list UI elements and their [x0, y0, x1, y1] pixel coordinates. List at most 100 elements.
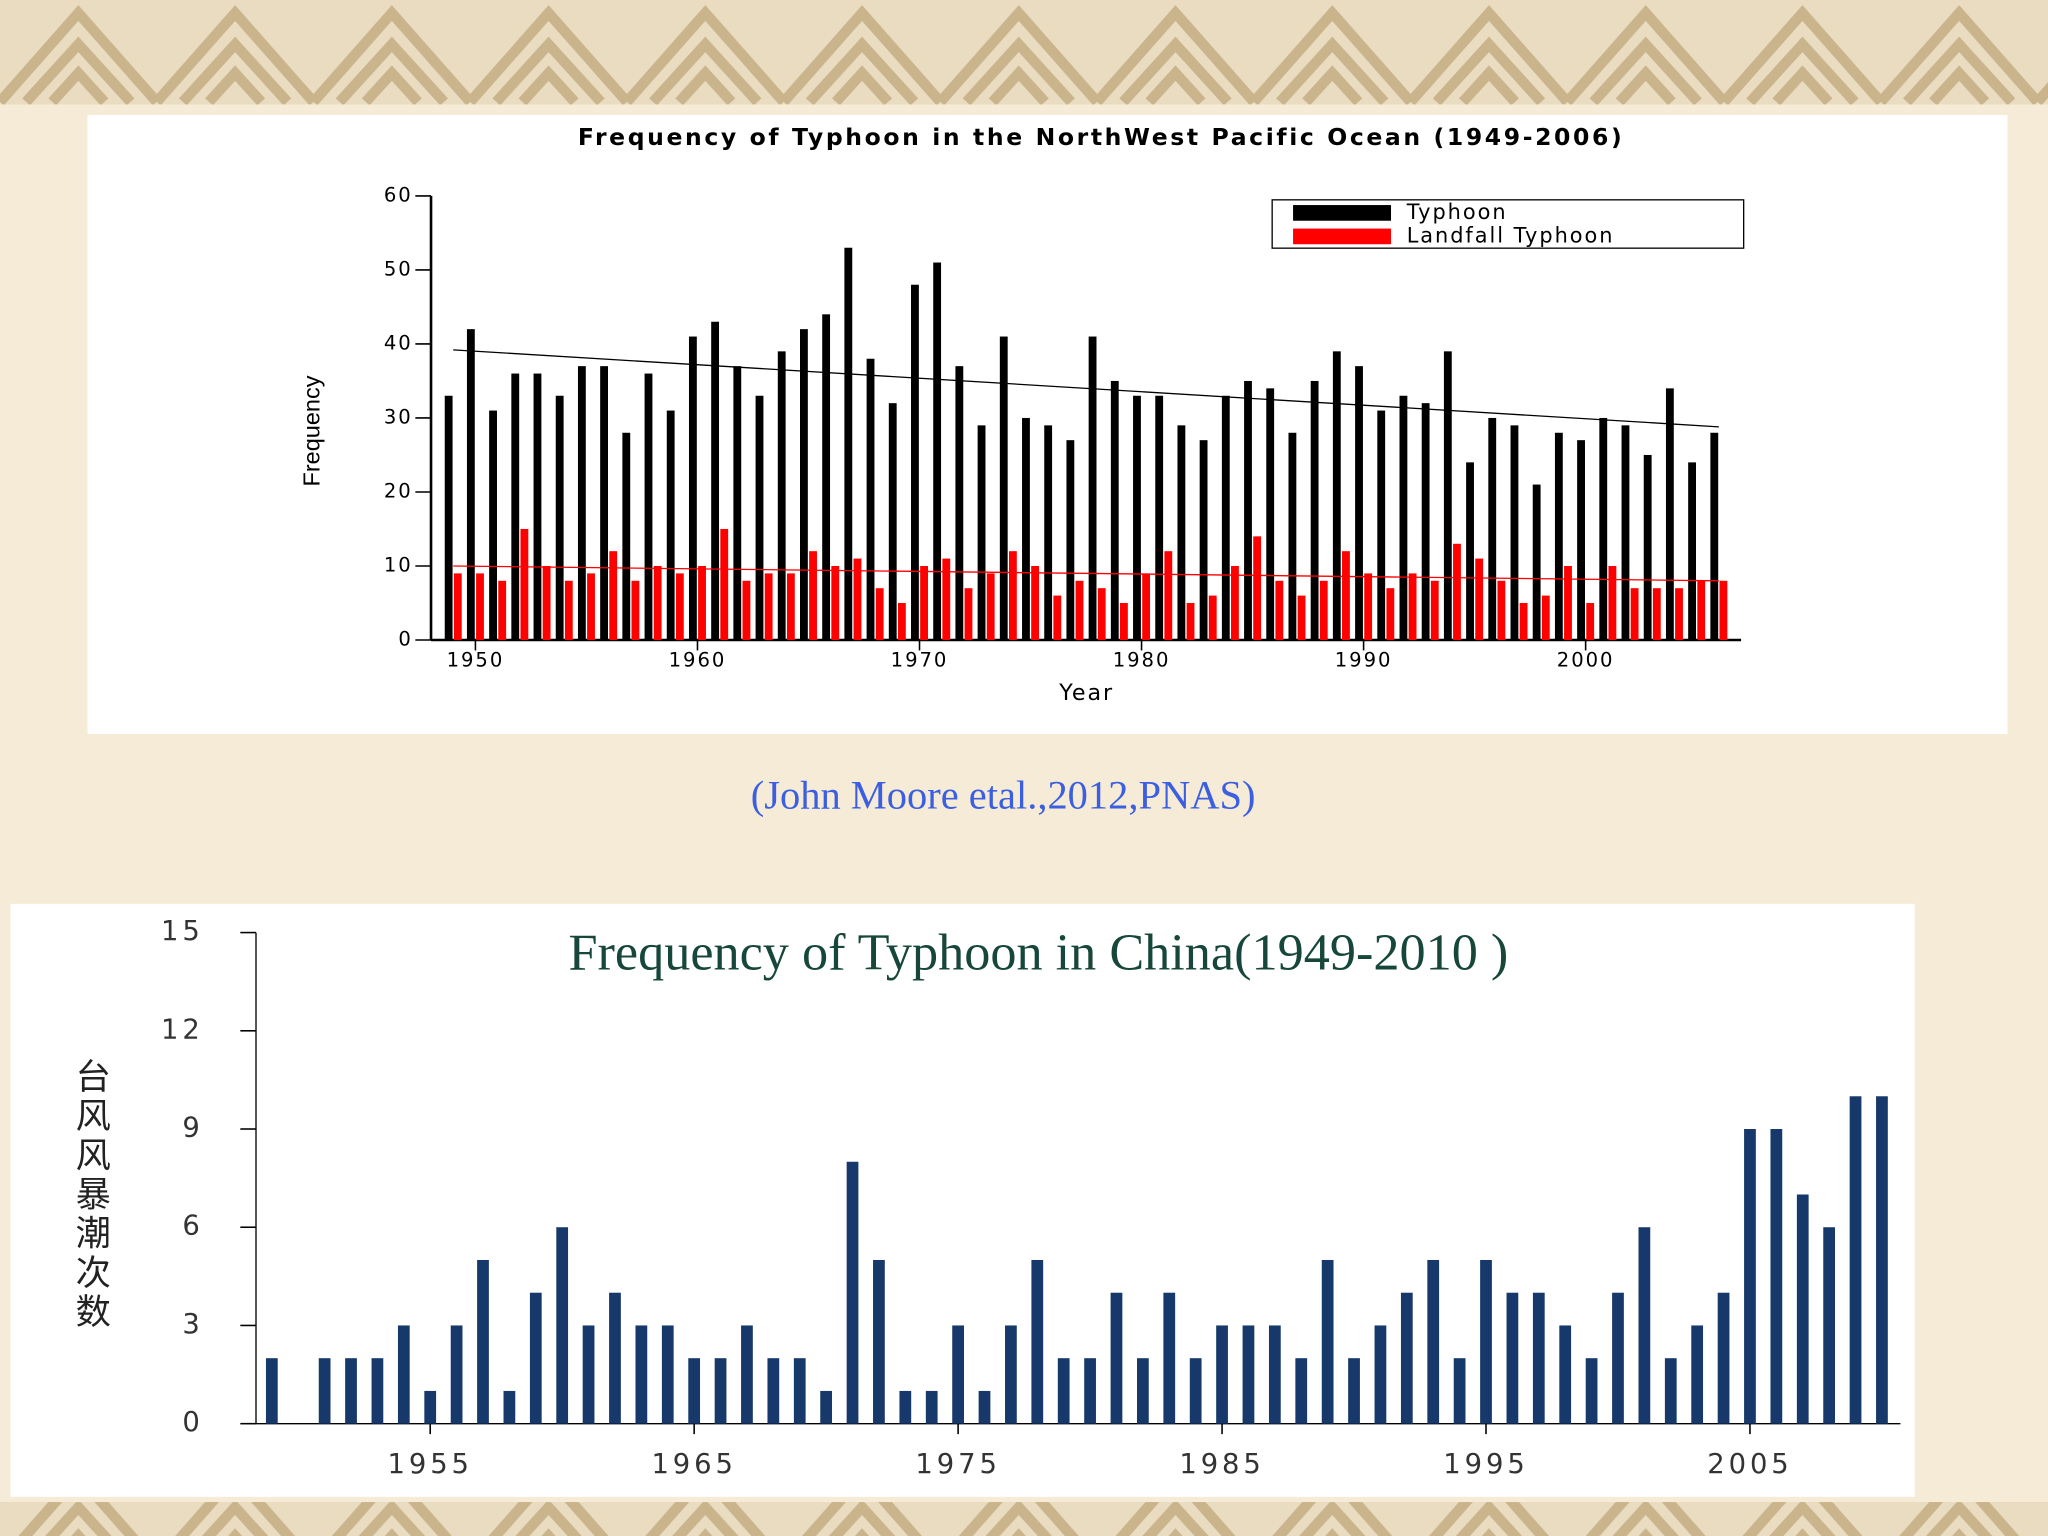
bar	[1586, 602, 1595, 640]
bar	[666, 410, 675, 640]
bar	[1084, 1358, 1096, 1424]
bar	[1310, 380, 1319, 640]
decor-band	[0, 0, 2048, 105]
bar	[371, 1358, 384, 1424]
bar	[925, 1390, 938, 1424]
trend-line	[453, 565, 1719, 582]
bar	[1216, 1325, 1228, 1424]
bar	[556, 1227, 569, 1424]
bar	[477, 1259, 489, 1424]
bar	[533, 373, 542, 640]
bar	[911, 284, 919, 640]
x-tick-label: 1970	[891, 648, 949, 671]
bar	[1155, 395, 1164, 640]
bar	[1710, 432, 1719, 640]
trend-line	[453, 349, 1719, 428]
bar	[711, 321, 720, 640]
bar	[952, 1325, 964, 1424]
bar	[453, 573, 462, 640]
y-axis-label: Frequency	[299, 375, 325, 486]
bar	[1364, 573, 1373, 640]
bar	[1849, 1096, 1862, 1424]
bar	[846, 1161, 859, 1424]
bar	[920, 565, 928, 640]
x-tick-label: 1980	[1113, 648, 1171, 671]
decor-band	[0, 1502, 2048, 1536]
bar	[764, 573, 773, 640]
bar	[450, 1325, 463, 1424]
bar	[1510, 425, 1519, 640]
bar	[1386, 588, 1395, 640]
bar	[977, 425, 986, 640]
bar	[555, 395, 564, 640]
bar	[1321, 1259, 1334, 1424]
bar	[942, 558, 951, 640]
bar	[1744, 1129, 1756, 1424]
bar	[1823, 1227, 1836, 1424]
x-tick-label: 2000	[1557, 648, 1615, 671]
bar	[1717, 1292, 1730, 1424]
bar	[582, 1325, 595, 1424]
chart-title: Frequency of Typhoon in the NorthWest Pa…	[578, 123, 1624, 151]
bar	[1005, 1325, 1017, 1424]
bar	[866, 358, 875, 640]
bar	[1638, 1227, 1651, 1424]
bar	[1186, 602, 1195, 640]
bar	[809, 551, 817, 640]
bar	[873, 1259, 885, 1424]
x-tick-label: 1990	[1335, 648, 1393, 671]
bar	[609, 1292, 621, 1424]
bar	[688, 1358, 701, 1424]
bar	[822, 314, 831, 640]
bar	[265, 1358, 278, 1424]
x-tick-label: 2005	[1707, 1449, 1792, 1480]
bar	[631, 580, 640, 640]
citation: (John Moore etal.,2012,PNAS)	[751, 773, 1256, 818]
bar	[600, 366, 608, 640]
bar	[1253, 536, 1262, 640]
legend-swatch	[1293, 205, 1392, 221]
bar	[955, 366, 964, 640]
bar	[1110, 1292, 1123, 1424]
bar	[1266, 388, 1275, 640]
bar	[1554, 432, 1563, 640]
y-tick-label: 30	[384, 405, 413, 428]
bar	[1374, 1325, 1387, 1424]
x-tick-label: 1975	[915, 1449, 1000, 1480]
bar	[1697, 580, 1706, 640]
bar	[609, 551, 618, 640]
bar	[742, 580, 751, 640]
bar	[577, 366, 586, 640]
bar	[1675, 588, 1683, 640]
x-tick-label: 1985	[1179, 1449, 1264, 1480]
bar	[1244, 380, 1252, 640]
y-tick-label: 9	[182, 1113, 203, 1144]
legend-swatch	[1293, 228, 1392, 245]
bar	[1480, 1259, 1492, 1424]
bar	[1643, 454, 1652, 640]
bar	[755, 395, 764, 640]
bar	[1057, 1358, 1070, 1424]
bar	[1221, 395, 1230, 640]
x-tick-label: 1995	[1443, 1449, 1528, 1480]
bar	[1466, 462, 1474, 640]
bar	[1796, 1194, 1809, 1424]
bar	[1377, 410, 1386, 640]
x-tick-label: 1960	[669, 648, 727, 671]
bar	[1497, 580, 1506, 640]
bar	[1163, 1292, 1176, 1424]
bar	[714, 1358, 727, 1424]
bar	[1691, 1325, 1704, 1424]
bar	[444, 395, 453, 640]
chart-title: Frequency of Typhoon in China(1949-2010 …	[568, 923, 1508, 981]
bar	[986, 573, 995, 640]
bar	[1319, 580, 1328, 640]
y-tick-label: 40	[384, 331, 413, 354]
bar	[1688, 462, 1696, 640]
bar	[1348, 1358, 1360, 1424]
bar	[698, 565, 706, 640]
bar	[800, 329, 808, 640]
bar	[793, 1358, 806, 1424]
